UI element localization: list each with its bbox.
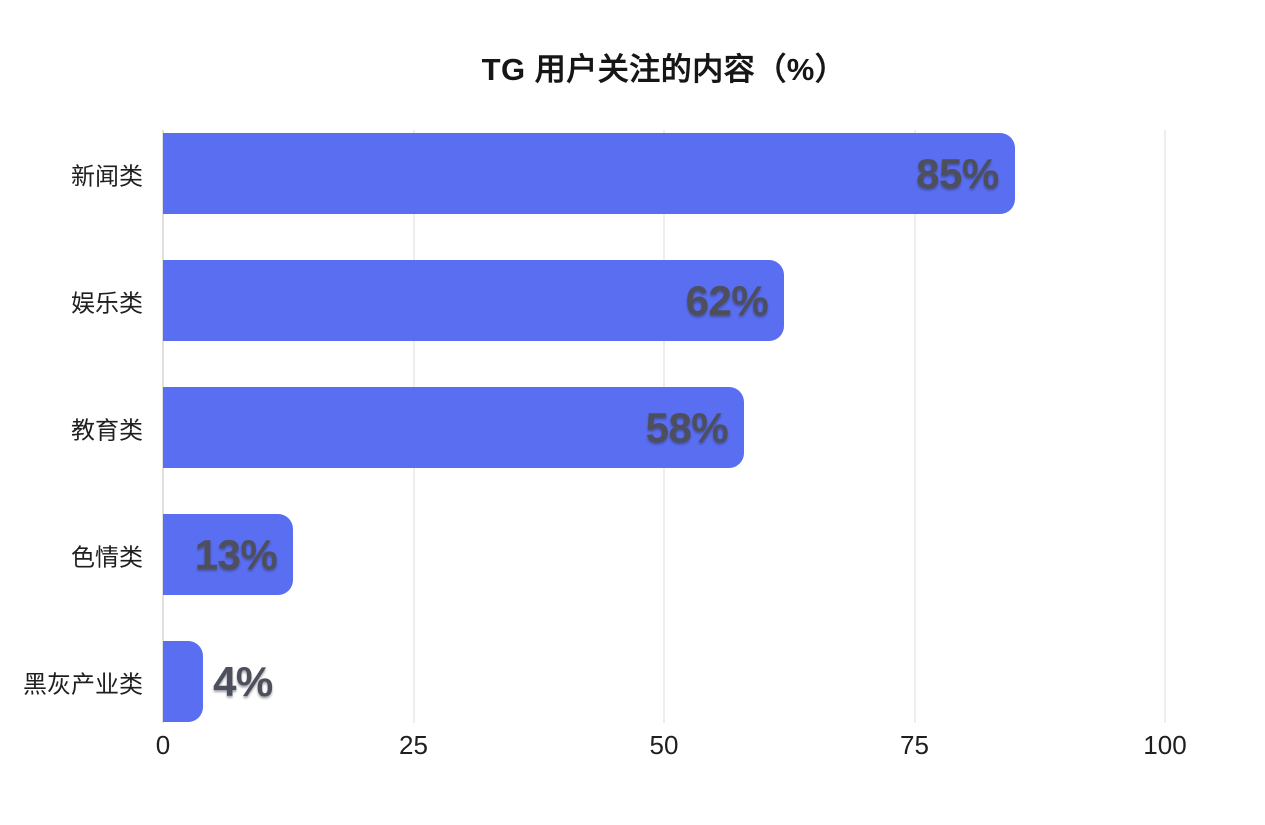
bar-value-label: 62% [685, 276, 769, 324]
bar-value-label: 58% [645, 403, 729, 451]
x-tick-label-50: 50 [649, 730, 679, 760]
bar-row: 色情类 13% [71, 514, 1165, 595]
bar-row: 教育类 58% [71, 387, 1165, 468]
bar: 85% [163, 133, 1015, 214]
category-label: 色情类 [71, 544, 143, 571]
x-tick-label-100: 100 [1143, 730, 1187, 760]
bar-value-label: 13% [194, 530, 278, 578]
bar-value-label: 85% [916, 149, 999, 197]
category-label: 黑灰产业类 [23, 671, 143, 698]
bar-row: 新闻类 85% [71, 133, 1165, 214]
x-tick-label-25: 25 [399, 730, 428, 760]
bar: 58% [163, 387, 745, 468]
x-axis-tick-labels: 0 25 50 75 100 [156, 730, 1187, 770]
bar: 4% [163, 641, 273, 722]
bar: 13% [163, 514, 294, 595]
category-label: 教育类 [71, 417, 143, 444]
gridline-100 [1164, 130, 1166, 723]
category-label: 娱乐类 [71, 290, 143, 317]
bar-value-label: 4% [213, 657, 273, 705]
gridline-75 [914, 130, 915, 723]
x-tick-label-75: 75 [900, 730, 929, 760]
plot-area: 新闻类 85% 娱乐类 62% 教育类 58% 色情类 13% 黑灰产业类 4% [23, 130, 1166, 723]
chart-title: TG 用户关注的内容（%） [481, 52, 847, 87]
x-tick-label-0: 0 [155, 730, 171, 760]
bar: 62% [163, 260, 785, 341]
category-label: 新闻类 [71, 163, 143, 190]
bar-row: 娱乐类 62% [71, 260, 1165, 341]
bar-rows: 新闻类 85% 娱乐类 62% 教育类 58% 色情类 13% 黑灰产业类 4% [23, 133, 1165, 722]
bar-row: 黑灰产业类 4% [23, 641, 1165, 722]
